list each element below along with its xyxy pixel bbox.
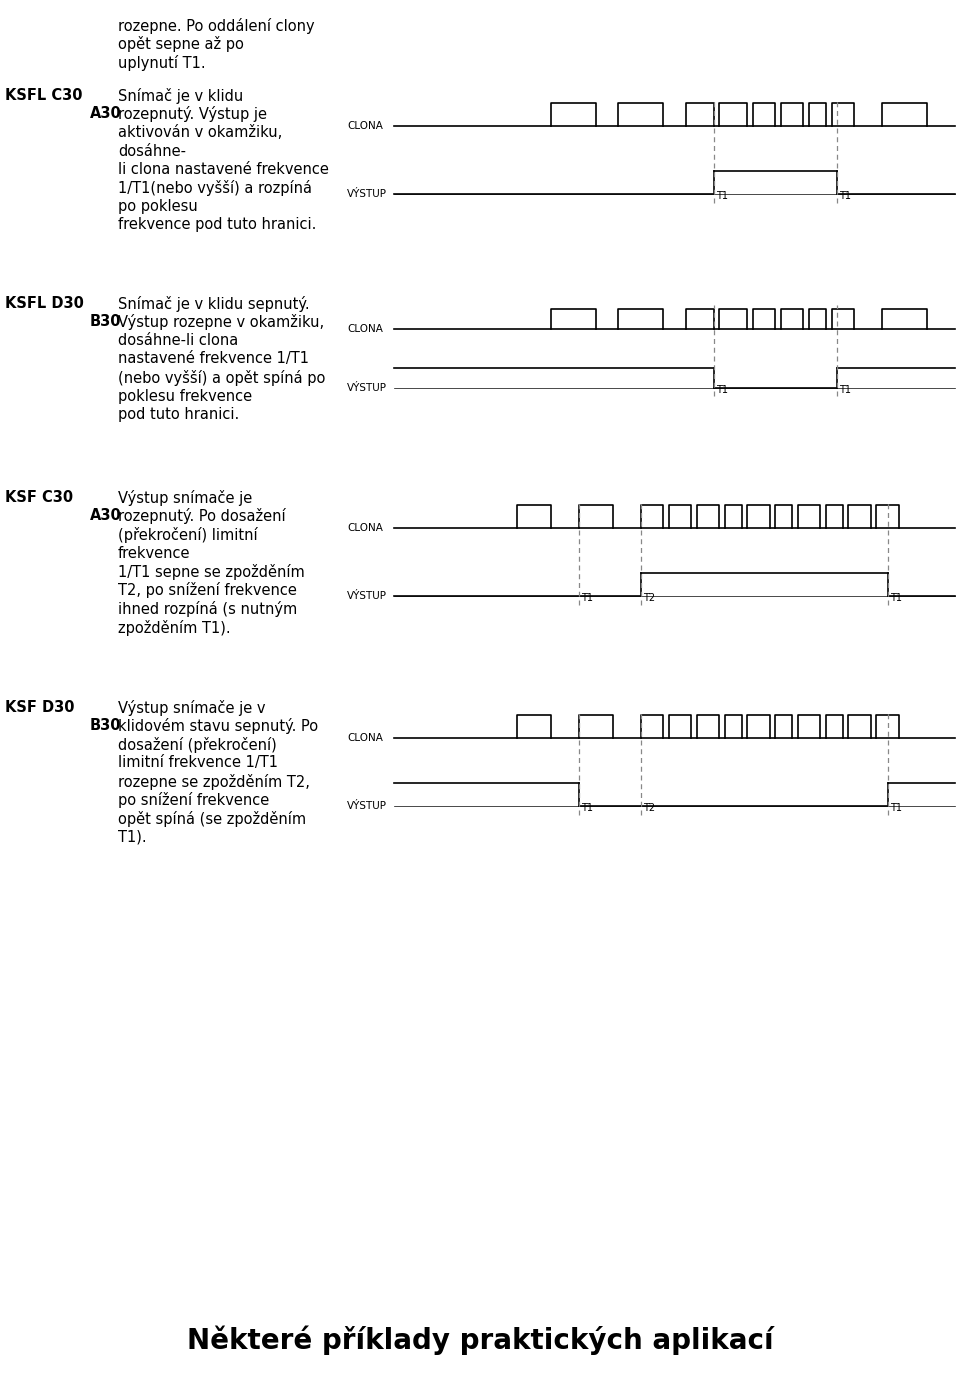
Text: Výstup snímače je v: Výstup snímače je v xyxy=(118,701,266,716)
Text: (překročení) limitní: (překročení) limitní xyxy=(118,527,257,543)
Text: T1: T1 xyxy=(839,191,852,201)
Text: Výstup snímače je: Výstup snímače je xyxy=(118,490,252,506)
Text: limitní frekvence 1/T1: limitní frekvence 1/T1 xyxy=(118,755,278,770)
Text: Snímač je v klidu: Snímač je v klidu xyxy=(118,88,243,104)
Text: T2: T2 xyxy=(643,593,655,603)
Text: opět sepne až po: opět sepne až po xyxy=(118,36,244,53)
Text: T1: T1 xyxy=(581,593,593,603)
Text: Snímač je v klidu sepnutý.: Snímač je v klidu sepnutý. xyxy=(118,295,310,312)
Text: B30: B30 xyxy=(90,719,122,734)
Text: 1/T1 sepne se zpožděním: 1/T1 sepne se zpožděním xyxy=(118,564,304,579)
Text: rozepnutý. Výstup je: rozepnutý. Výstup je xyxy=(118,106,267,123)
Text: KSFL D30: KSFL D30 xyxy=(5,295,84,311)
Text: CLONA: CLONA xyxy=(347,325,383,334)
Text: opět spíná (se zpožděním: opět spíná (se zpožděním xyxy=(118,811,306,827)
Text: Některé příklady praktických aplikací: Některé příklady praktických aplikací xyxy=(186,1325,774,1355)
Text: T1).: T1). xyxy=(118,829,147,844)
Text: zpožděním T1).: zpožděním T1). xyxy=(118,620,230,635)
Text: KSF D30: KSF D30 xyxy=(5,701,75,715)
Text: KSF C30: KSF C30 xyxy=(5,490,73,506)
Text: CLONA: CLONA xyxy=(347,733,383,742)
Text: VÝSTUP: VÝSTUP xyxy=(347,591,387,600)
Text: po snížení frekvence: po snížení frekvence xyxy=(118,793,269,808)
Text: T1: T1 xyxy=(890,802,901,814)
Text: pod tuto hranici.: pod tuto hranici. xyxy=(118,407,239,422)
Text: uplynutí T1.: uplynutí T1. xyxy=(118,54,205,71)
Text: VÝSTUP: VÝSTUP xyxy=(347,188,387,199)
Text: VÝSTUP: VÝSTUP xyxy=(347,801,387,811)
Text: 1/T1(nebo vyšší) a rozpíná: 1/T1(nebo vyšší) a rozpíná xyxy=(118,181,312,196)
Text: rozepne. Po oddálení clony: rozepne. Po oddálení clony xyxy=(118,18,315,33)
Text: KSFL C30: KSFL C30 xyxy=(5,88,83,103)
Text: T1: T1 xyxy=(581,802,593,814)
Text: klidovém stavu sepnutý. Po: klidovém stavu sepnutý. Po xyxy=(118,719,318,734)
Text: aktivován v okamžiku,: aktivován v okamžiku, xyxy=(118,125,282,141)
Text: dosáhne-: dosáhne- xyxy=(118,143,186,159)
Text: dosažení (překročení): dosažení (překročení) xyxy=(118,737,276,754)
Text: rozepnutý. Po dosažení: rozepnutý. Po dosažení xyxy=(118,508,286,525)
Text: VÝSTUP: VÝSTUP xyxy=(347,383,387,393)
Text: A30: A30 xyxy=(90,508,122,524)
Text: li clona nastavené frekvence: li clona nastavené frekvence xyxy=(118,162,329,177)
Text: rozepne se zpožděním T2,: rozepne se zpožděním T2, xyxy=(118,775,310,790)
Text: (nebo vyšší) a opět spíná po: (nebo vyšší) a opět spíná po xyxy=(118,371,325,386)
Text: po poklesu: po poklesu xyxy=(118,199,198,215)
Text: B30: B30 xyxy=(90,315,122,330)
Text: dosáhne-li clona: dosáhne-li clona xyxy=(118,333,238,348)
Text: T1: T1 xyxy=(839,386,852,396)
Text: CLONA: CLONA xyxy=(347,522,383,534)
Text: T1: T1 xyxy=(716,386,728,396)
Text: T1: T1 xyxy=(890,593,901,603)
Text: ihned rozpíná (s nutným: ihned rozpíná (s nutným xyxy=(118,600,298,617)
Text: poklesu frekvence: poklesu frekvence xyxy=(118,389,252,404)
Text: frekvence: frekvence xyxy=(118,546,190,560)
Text: T2: T2 xyxy=(643,802,655,814)
Text: frekvence pod tuto hranici.: frekvence pod tuto hranici. xyxy=(118,217,317,233)
Text: T2, po snížení frekvence: T2, po snížení frekvence xyxy=(118,582,297,599)
Text: CLONA: CLONA xyxy=(347,121,383,131)
Text: A30: A30 xyxy=(90,106,122,121)
Text: T1: T1 xyxy=(716,191,728,201)
Text: nastavené frekvence 1/T1: nastavené frekvence 1/T1 xyxy=(118,351,309,366)
Text: Výstup rozepne v okamžiku,: Výstup rozepne v okamžiku, xyxy=(118,315,324,330)
